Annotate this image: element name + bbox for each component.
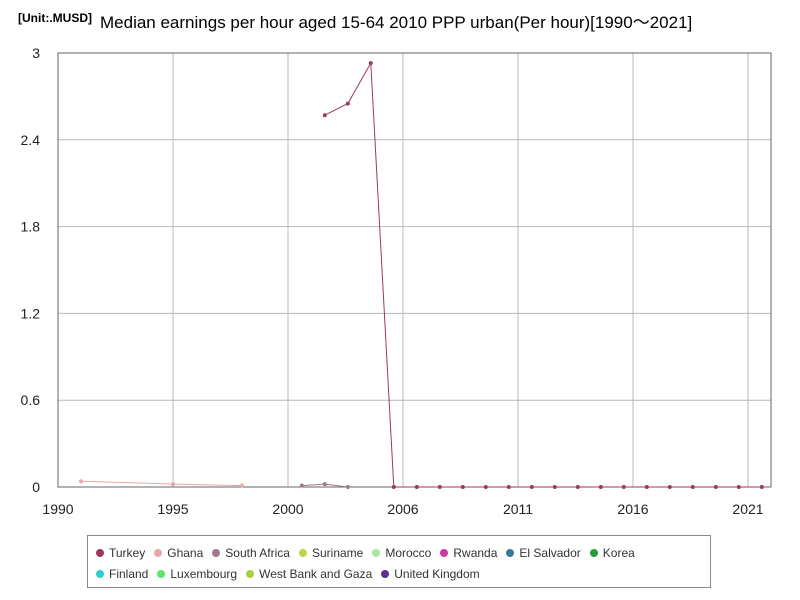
legend-item: Korea	[589, 542, 635, 563]
data-point-turkey	[368, 61, 373, 66]
data-point-ghana	[171, 482, 175, 487]
legend-label: Luxembourg	[170, 566, 238, 581]
y-tick-label: 1.8	[21, 219, 41, 235]
legend-marker	[96, 569, 104, 578]
legend-label: South Africa	[225, 545, 290, 560]
plot-frame	[57, 52, 772, 488]
legend-label: Ghana	[167, 545, 204, 560]
y-tick-label: 1.2	[21, 305, 41, 321]
data-point-turkey	[713, 485, 718, 489]
chart-title: Median earnings per hour aged 15-64 2010…	[100, 13, 692, 32]
data-point-turkey	[391, 485, 396, 489]
legend-marker	[440, 548, 449, 557]
data-point-turkey	[598, 485, 603, 489]
legend-label: Finland	[109, 566, 149, 581]
data-point-turkey	[506, 485, 511, 489]
legend-item: Rwanda	[440, 542, 497, 563]
x-tick-label: 2006	[387, 501, 418, 517]
legend-marker	[381, 569, 390, 578]
data-point-turkey	[644, 485, 649, 489]
legend-marker	[246, 569, 255, 578]
data-point-turkey	[575, 485, 580, 489]
data-point-turkey	[621, 485, 626, 489]
legend-marker	[154, 548, 163, 557]
data-point-south-africa	[299, 483, 304, 488]
legend-item: West Bank and Gaza	[246, 563, 372, 584]
legend-item: Finland	[96, 563, 148, 584]
x-tick-label: 1995	[157, 501, 188, 517]
series-line-turkey	[324, 61, 762, 488]
legend-label: West Bank and Gaza	[259, 566, 373, 581]
data-point-turkey	[529, 485, 534, 489]
y-tick-label: 2.4	[21, 132, 41, 148]
legend-label: Turkey	[109, 545, 146, 560]
data-point-ghana	[240, 483, 244, 488]
legend-marker	[589, 548, 598, 557]
legend-item: Luxembourg	[157, 563, 237, 584]
legend-item: El Salvador	[506, 542, 581, 563]
legend-item: United Kingdom	[381, 563, 480, 584]
x-tick-label: 2000	[272, 501, 303, 517]
legend-label: Suriname	[311, 545, 364, 560]
legend-marker	[506, 548, 515, 557]
data-point-ghana	[79, 479, 83, 484]
y-tick-label: 0.6	[21, 392, 41, 408]
x-tick-label: 2021	[732, 501, 763, 517]
unit-label: [Unit:.MUSD]	[18, 11, 92, 25]
legend-item: South Africa	[212, 542, 290, 563]
legend-label: El Salvador	[519, 545, 581, 560]
data-point-turkey	[552, 485, 557, 489]
data-point-turkey	[345, 101, 350, 106]
data-point-south-africa	[322, 482, 327, 487]
data-point-turkey	[690, 485, 695, 489]
legend: Turkey Ghana South Africa Suriname Morocco Rw…	[87, 535, 711, 588]
series-line-ghana	[80, 480, 243, 487]
data-point-turkey	[759, 485, 764, 489]
data-point-south-africa	[345, 485, 350, 489]
data-point-turkey	[460, 485, 465, 489]
series-layer	[79, 61, 764, 489]
legend-item: Ghana	[154, 542, 203, 563]
legend-item: Suriname	[298, 542, 364, 563]
legend-label: Rwanda	[453, 545, 498, 560]
grid	[57, 52, 771, 488]
legend-marker	[372, 548, 381, 557]
y-tick-label: 0	[32, 479, 40, 495]
data-point-turkey	[437, 485, 442, 489]
data-point-turkey	[483, 485, 488, 489]
legend-item: Turkey	[96, 542, 145, 563]
data-point-turkey	[736, 485, 741, 489]
legend-label: Korea	[602, 545, 635, 560]
x-tick-label: 1990	[42, 501, 73, 517]
axes: 0 0.6 1.2 1.8 2.4 3 1990 1995 2000 2006 2011 2016 20…	[21, 45, 772, 517]
x-tick-label: 2011	[503, 501, 533, 517]
data-point-turkey	[322, 113, 327, 118]
legend-item: Morocco	[372, 542, 431, 563]
y-tick-label: 3	[32, 45, 40, 61]
x-tick-label: 2016	[617, 501, 648, 517]
legend-marker	[96, 548, 104, 557]
legend-marker	[298, 548, 307, 557]
legend-label: United Kingdom	[394, 566, 480, 581]
data-point-turkey	[414, 485, 419, 489]
data-point-turkey	[667, 485, 672, 489]
legend-marker	[212, 548, 221, 557]
legend-marker	[157, 569, 166, 578]
legend-label: Morocco	[385, 545, 432, 560]
